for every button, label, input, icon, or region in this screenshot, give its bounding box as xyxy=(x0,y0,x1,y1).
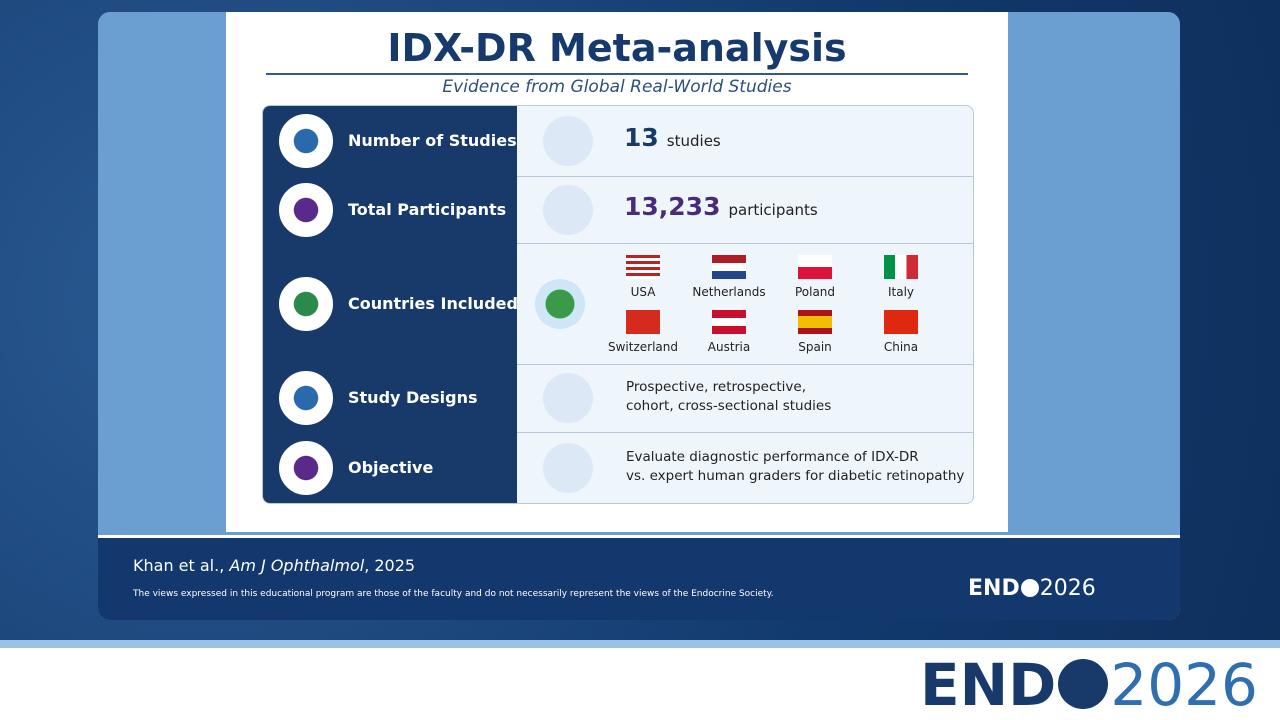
row-label: Objective xyxy=(348,457,434,477)
country-name: Poland xyxy=(794,285,836,299)
flag xyxy=(712,310,746,334)
logo-name: END xyxy=(968,576,1020,601)
content-text: Prospective, retrospective, xyxy=(626,379,806,395)
content-icon xyxy=(543,442,593,493)
row-content xyxy=(517,243,973,365)
journal: Am J Ophthalmol xyxy=(229,556,365,575)
slide-footer: Khan et al., Am J Ophthalmol, 2025 The v… xyxy=(98,535,1180,620)
country-name: USA xyxy=(630,285,656,299)
row-content xyxy=(517,106,973,177)
country-name: Netherlands xyxy=(692,285,766,299)
content-text: Evaluate diagnostic performance of IDX-D… xyxy=(626,448,919,465)
banner-year: 2026 xyxy=(1110,651,1258,719)
content-text: cohort, cross-sectional studies xyxy=(626,398,832,414)
flag xyxy=(626,255,660,279)
row-content xyxy=(517,364,973,433)
banner-logo: END 2026 xyxy=(920,652,1258,718)
flag xyxy=(884,255,918,279)
slide: IDX-DR Meta-analysis Evidence from Globa… xyxy=(98,12,1180,620)
banner-name: END xyxy=(920,651,1057,719)
stat-unit: participants xyxy=(728,200,818,219)
stat: 13 studies xyxy=(624,123,721,152)
row-icon xyxy=(279,182,333,237)
country-name: Austria xyxy=(707,340,751,354)
banner: END 2026 xyxy=(0,648,1280,720)
row-label: Number of Studies xyxy=(348,131,517,150)
flag xyxy=(884,310,918,334)
citation: Khan et al., Am J Ophthalmol, 2025 xyxy=(133,556,415,575)
content-icon xyxy=(535,278,585,329)
row-label: Countries Included xyxy=(348,293,518,313)
row-icon xyxy=(279,440,333,495)
title: IDX-DR Meta-analysis xyxy=(387,26,847,70)
slide-body: IDX-DR Meta-analysis Evidence from Globa… xyxy=(226,12,1008,532)
flag xyxy=(712,255,746,279)
country-name: Switzerland xyxy=(608,340,678,354)
stat: 13,233 participants xyxy=(624,192,818,221)
stripe xyxy=(0,640,1280,648)
content-icon xyxy=(543,116,593,166)
year: , 2025 xyxy=(364,556,416,575)
row-content xyxy=(517,176,973,244)
summary-table: Number of Studies 13 studies Total Particip… xyxy=(262,105,974,504)
stat-value: 13 xyxy=(624,123,659,152)
country-name: China xyxy=(883,340,919,354)
flag xyxy=(626,310,660,334)
stat-value: 13,233 xyxy=(624,191,721,221)
logo: END 2026 xyxy=(968,576,1096,601)
content-text: vs. expert human graders for diabetic re… xyxy=(626,467,965,484)
row-icon xyxy=(279,276,333,331)
row-icon xyxy=(279,371,333,425)
row-icon xyxy=(279,114,333,168)
content-icon xyxy=(543,373,593,423)
flag xyxy=(798,255,832,279)
row-label: Total Participants xyxy=(348,199,507,219)
stat-unit: studies xyxy=(666,132,721,150)
flag xyxy=(798,310,832,334)
logo-year: 2026 xyxy=(1039,576,1096,601)
row-label: Study Designs xyxy=(348,388,478,407)
content-icon xyxy=(543,184,593,235)
country-name: Italy xyxy=(887,285,915,299)
authors: Khan et al., xyxy=(133,556,225,575)
disclaimer: The views expressed in this educational … xyxy=(133,589,774,599)
country-name: Spain xyxy=(798,340,832,354)
subtitle: Evidence from Global Real-World Studies xyxy=(442,77,792,97)
rule xyxy=(266,73,968,75)
